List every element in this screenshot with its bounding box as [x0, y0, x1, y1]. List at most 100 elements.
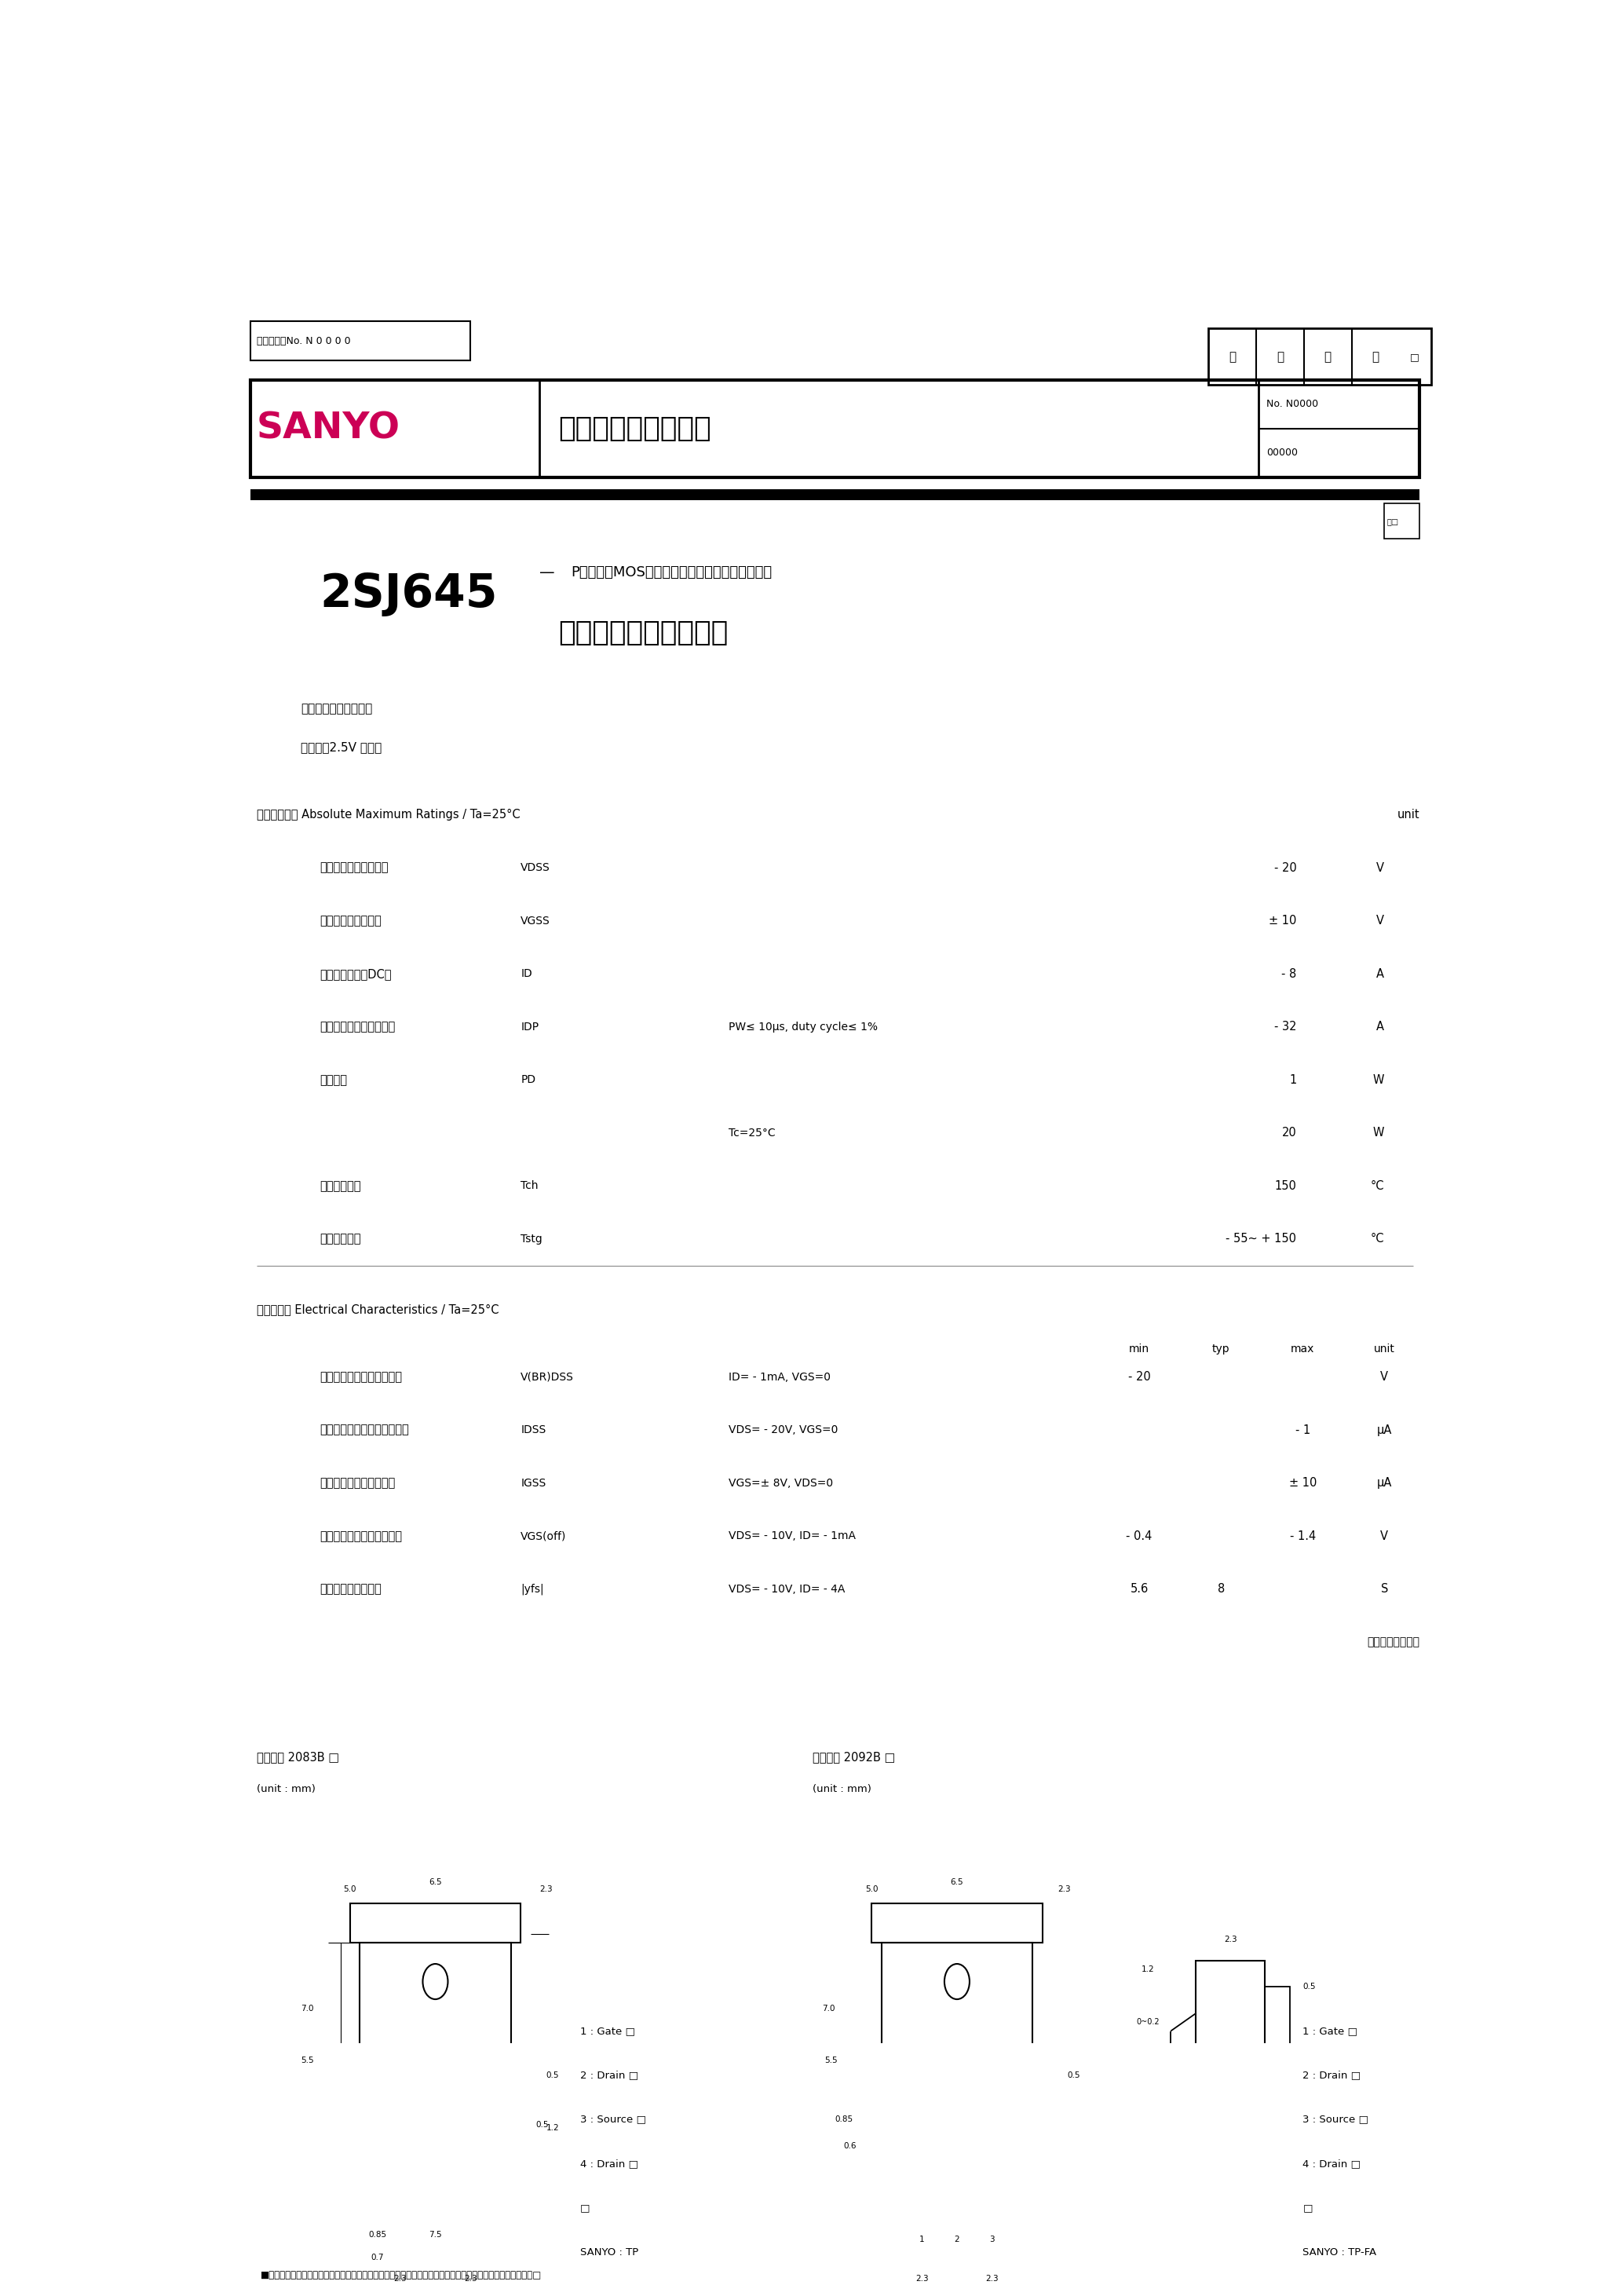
- Text: 0.6: 0.6: [843, 2142, 856, 2149]
- Text: 6.5: 6.5: [950, 1878, 963, 1887]
- Bar: [1385, 503, 1419, 540]
- Text: - 0.4: - 0.4: [1126, 1529, 1152, 1543]
- Text: ドレイン・ソースしゃ断電流: ドレイン・ソースしゃ断電流: [320, 1424, 409, 1435]
- Text: 注文コードNo. N 0 0 0 0: 注文コードNo. N 0 0 0 0: [256, 335, 350, 347]
- Text: ドレイン電流（DC）: ドレイン電流（DC）: [320, 969, 391, 980]
- Text: ドレイン・ソース降伏電圧: ドレイン・ソース降伏電圧: [320, 1371, 402, 1382]
- Text: PW≤ 10μs, duty cycle≤ 1%: PW≤ 10μs, duty cycle≤ 1%: [728, 1022, 878, 1033]
- Text: 電気的特性 Electrical Characteristics / Ta=25°C: 電気的特性 Electrical Characteristics / Ta=25…: [256, 1304, 500, 1316]
- Text: 5.0: 5.0: [344, 1885, 357, 1894]
- Bar: [428, 2110, 443, 2209]
- Text: 2SJ645: 2SJ645: [320, 572, 498, 615]
- Bar: [393, 2110, 407, 2209]
- Text: 許容損失: 許容損失: [320, 1075, 347, 1086]
- Text: 5.5: 5.5: [300, 2057, 313, 2064]
- Text: V: V: [1377, 861, 1385, 875]
- Text: 2.3: 2.3: [394, 2275, 407, 2282]
- Text: min: min: [1129, 1343, 1150, 1355]
- Text: PD: PD: [521, 1075, 535, 1086]
- Text: ± 10: ± 10: [1268, 914, 1296, 928]
- Text: 0~0.2: 0~0.2: [1137, 2018, 1160, 2025]
- Text: Tch: Tch: [521, 1180, 539, 1192]
- Text: 1.2: 1.2: [547, 2124, 560, 2133]
- Text: 特長　・低オン抜抗。: 特長 ・低オン抜抗。: [300, 703, 373, 714]
- Text: 0.85: 0.85: [835, 2115, 853, 2124]
- Text: 定: 定: [1277, 351, 1283, 363]
- Text: SANYO: SANYO: [256, 411, 401, 445]
- Text: □: □: [1302, 2202, 1312, 2213]
- Bar: [360, 1942, 511, 2110]
- Text: A: A: [1377, 1022, 1385, 1033]
- Text: °C: °C: [1371, 1233, 1385, 1244]
- Text: VDS= - 10V, ID= - 1mA: VDS= - 10V, ID= - 1mA: [728, 1531, 855, 1541]
- Text: ゲート・ソース電圧: ゲート・ソース電圧: [320, 914, 381, 928]
- Text: VDSS: VDSS: [521, 863, 550, 872]
- Bar: [1265, 1986, 1289, 2066]
- Text: (unit : mm): (unit : mm): [813, 1784, 871, 1793]
- Text: 7.0: 7.0: [822, 2004, 835, 2014]
- Text: 1 : Gate □: 1 : Gate □: [581, 2025, 634, 2037]
- Text: 2.3: 2.3: [915, 2275, 928, 2282]
- Text: ・2.5V 駆動。: ・2.5V 駆動。: [300, 742, 381, 753]
- Bar: [350, 1903, 521, 1942]
- Text: - 8: - 8: [1281, 969, 1296, 980]
- Text: 5.5: 5.5: [824, 2057, 839, 2064]
- Text: 6.5: 6.5: [428, 1878, 441, 1887]
- Text: |yfs|: |yfs|: [521, 1584, 543, 1596]
- Text: ゲート・ソースしゃ断電圧: ゲート・ソースしゃ断電圧: [320, 1529, 402, 1543]
- Text: 三洋半導体ニューズ: 三洋半導体ニューズ: [558, 416, 712, 441]
- Text: 7.0: 7.0: [300, 2004, 313, 2014]
- Bar: [462, 2110, 478, 2209]
- Text: unit: unit: [1397, 808, 1419, 820]
- Bar: [1208, 328, 1431, 386]
- Text: 0.7: 0.7: [371, 2252, 384, 2262]
- Bar: [949, 2110, 965, 2209]
- Text: 超高速スイッチング用: 超高速スイッチング用: [558, 620, 728, 645]
- Text: 規: 規: [1324, 351, 1332, 363]
- Text: ドレイン・ソース電圧: ドレイン・ソース電圧: [320, 861, 388, 875]
- Text: 外形図　 2092B □: 外形図 2092B □: [813, 1752, 895, 1763]
- Text: ゲート・ソースもれ電流: ゲート・ソースもれ電流: [320, 1476, 396, 1488]
- Text: 4 : Drain □: 4 : Drain □: [581, 2158, 637, 2170]
- Text: μA: μA: [1377, 1476, 1392, 1488]
- Bar: [882, 1942, 1033, 2110]
- Text: 0.5: 0.5: [535, 2122, 548, 2128]
- Text: V: V: [1380, 1529, 1388, 1543]
- Bar: [250, 321, 470, 360]
- Text: Tstg: Tstg: [521, 1233, 543, 1244]
- Text: 00000: 00000: [1267, 448, 1298, 457]
- Text: 2 : Drain □: 2 : Drain □: [1302, 2071, 1361, 2080]
- Text: max: max: [1291, 1343, 1314, 1355]
- Text: 7.5: 7.5: [428, 2229, 441, 2239]
- Text: VGS=± 8V, VDS=0: VGS=± 8V, VDS=0: [728, 1479, 832, 1488]
- Text: ドレイン電流（パルス）: ドレイン電流（パルス）: [320, 1022, 396, 1033]
- Text: VDS= - 20V, VGS=0: VDS= - 20V, VGS=0: [728, 1424, 837, 1435]
- Bar: [915, 2110, 929, 2209]
- Text: 3 : Source □: 3 : Source □: [581, 2115, 646, 2124]
- Text: - 32: - 32: [1273, 1022, 1296, 1033]
- Text: 0.5: 0.5: [1302, 1984, 1315, 1991]
- Text: S: S: [1380, 1584, 1388, 1596]
- Text: 1: 1: [920, 2236, 925, 2243]
- Text: IDSS: IDSS: [521, 1424, 547, 1435]
- Text: 2.3: 2.3: [1058, 1885, 1071, 1894]
- Text: 2.3: 2.3: [540, 1885, 553, 1894]
- Text: 3 : Source □: 3 : Source □: [1302, 2115, 1369, 2124]
- Text: typ: typ: [1212, 1343, 1229, 1355]
- Text: VGSS: VGSS: [521, 916, 550, 925]
- Text: VGS(off): VGS(off): [521, 1531, 566, 1541]
- Text: ID: ID: [521, 969, 532, 980]
- Text: 次ページへ続く。: 次ページへ続く。: [1367, 1637, 1419, 1649]
- Text: W: W: [1372, 1075, 1385, 1086]
- Text: 0.85: 0.85: [368, 2229, 386, 2239]
- Bar: [250, 2252, 1419, 2296]
- Text: - 1.4: - 1.4: [1289, 1529, 1315, 1543]
- Text: 暫: 暫: [1229, 351, 1236, 363]
- Text: 8: 8: [1218, 1584, 1225, 1596]
- Text: PチャネルMOS形シリコン電界効果トランジスタ: PチャネルMOS形シリコン電界効果トランジスタ: [571, 565, 772, 579]
- Text: 0.5: 0.5: [1067, 2071, 1080, 2080]
- Text: V: V: [1380, 1371, 1388, 1382]
- Bar: [250, 379, 1419, 478]
- Text: VDS= - 10V, ID= - 4A: VDS= - 10V, ID= - 4A: [728, 1584, 845, 1596]
- Text: □: □: [1410, 351, 1419, 363]
